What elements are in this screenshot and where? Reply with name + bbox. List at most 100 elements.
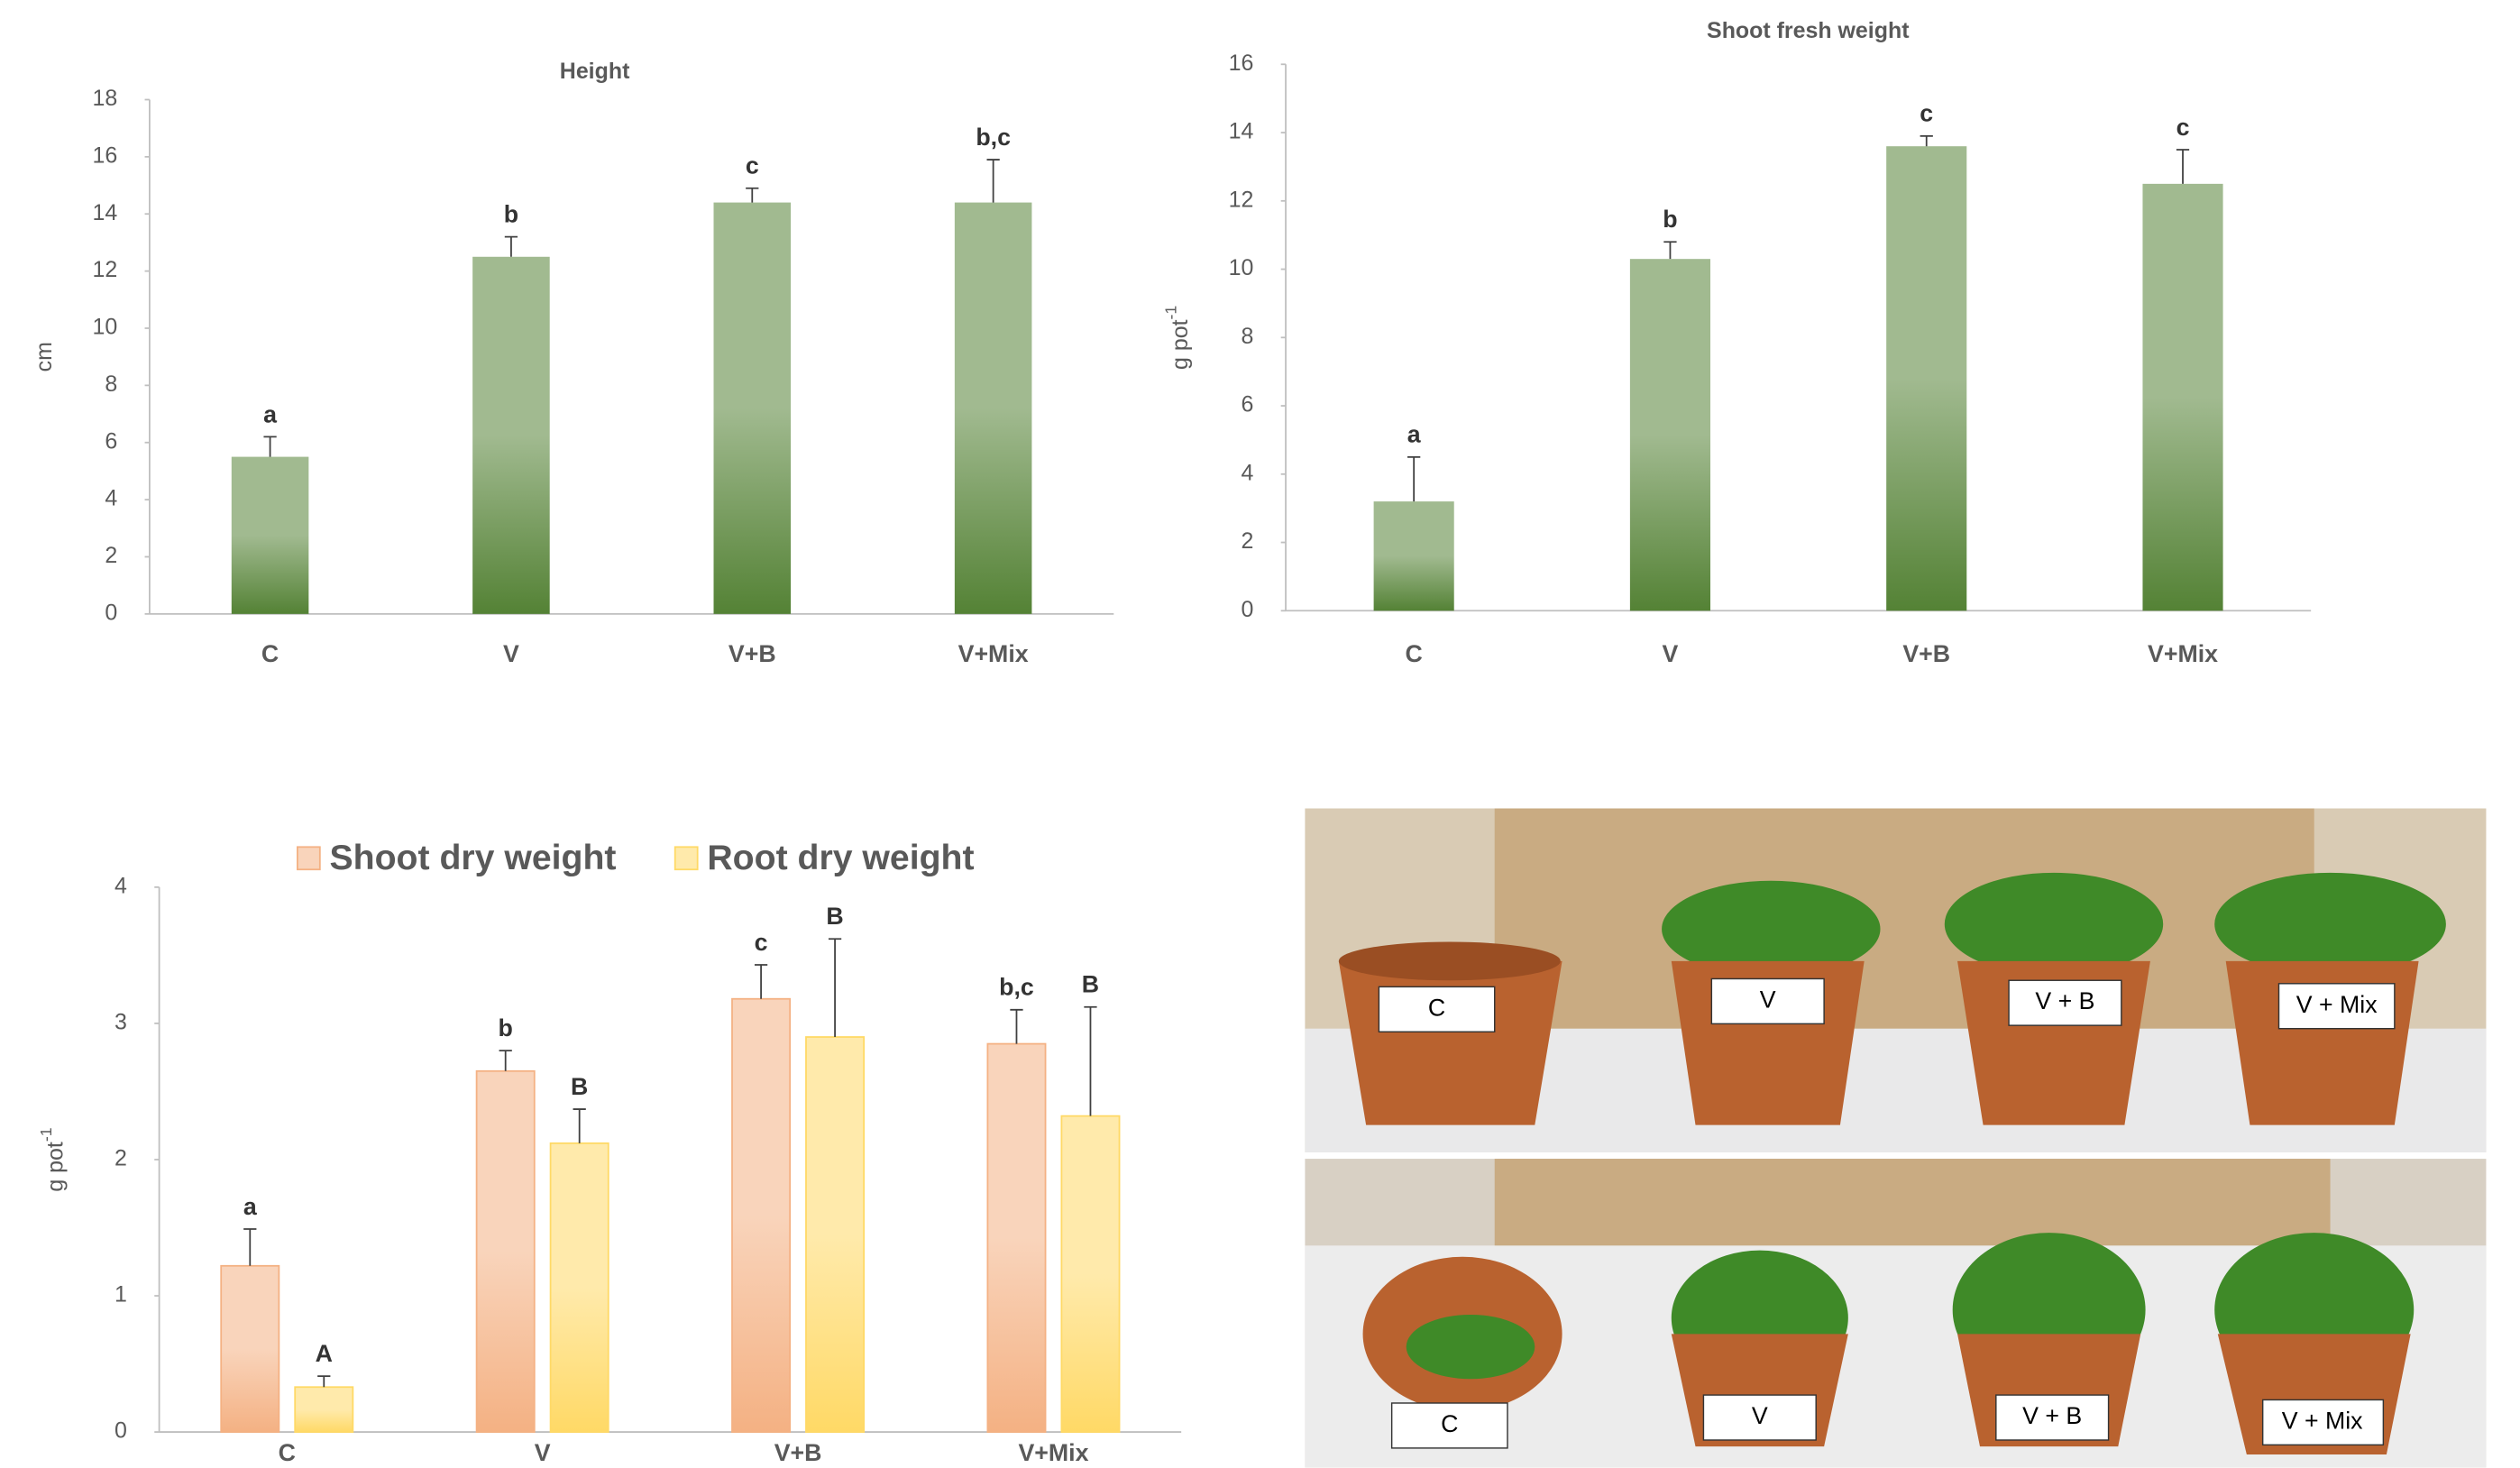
significance-letter: c xyxy=(746,152,759,179)
legend-label: Shoot dry weight xyxy=(330,839,617,877)
significance-letter: A xyxy=(316,1340,333,1367)
error-bar xyxy=(1084,1005,1097,1116)
y-tick-label: 16 xyxy=(92,142,117,168)
significance-letter: c xyxy=(2176,114,2190,141)
bar xyxy=(1060,1115,1121,1433)
y-tick-label: 12 xyxy=(92,257,117,282)
y-tick-label: 18 xyxy=(92,86,117,111)
bar xyxy=(294,1386,354,1433)
bar xyxy=(475,1069,536,1433)
y-axis-label: g pot-1 xyxy=(37,1127,69,1191)
error-bar xyxy=(1920,134,1933,147)
x-tick-label: V xyxy=(503,640,519,667)
y-tick-label: 0 xyxy=(1241,597,1253,622)
error-bar xyxy=(573,1108,586,1143)
y-tick-label: 8 xyxy=(105,372,117,397)
error-bar xyxy=(1663,241,1677,260)
error-bar xyxy=(504,235,518,257)
significance-letter: b xyxy=(504,200,518,227)
bar xyxy=(231,456,309,614)
significance-letter: a xyxy=(263,400,278,427)
y-axis-label: g pot-1 xyxy=(1161,306,1193,370)
x-tick-label: V+Mix xyxy=(958,640,1029,667)
photo-label: C xyxy=(1441,1410,1458,1437)
x-tick-label: V+B xyxy=(729,640,776,667)
photo-label: V xyxy=(1752,1402,1768,1429)
x-tick-label: V+B xyxy=(774,1439,822,1466)
x-tick-label: V xyxy=(1663,640,1679,667)
y-label-text: cm xyxy=(32,342,57,372)
error-bar xyxy=(1407,455,1421,502)
significance-letter: c xyxy=(1920,100,1933,127)
photo-label: V + B xyxy=(2035,987,2094,1014)
x-tick-label: V+Mix xyxy=(1018,1439,1088,1466)
bar xyxy=(549,1142,609,1433)
error-bar xyxy=(1010,1008,1023,1044)
y-label-sup: -1 xyxy=(1161,306,1179,320)
error-bar xyxy=(2176,149,2190,184)
significance-letter: a xyxy=(243,1193,258,1220)
error-bar xyxy=(754,964,768,999)
bar xyxy=(472,256,550,614)
error-bar xyxy=(499,1050,512,1071)
significance-letter: b xyxy=(1663,206,1677,233)
y-tick-label: 6 xyxy=(105,428,117,454)
y-label-text: g pot xyxy=(1168,319,1193,370)
photo-label: V + Mix xyxy=(2282,1407,2363,1434)
bar xyxy=(1629,259,1711,611)
significance-letter: B xyxy=(826,903,843,930)
photo-label: V xyxy=(1760,986,1776,1013)
photo-label: V + Mix xyxy=(2296,991,2378,1018)
y-tick-label: 1 xyxy=(115,1282,127,1307)
bar xyxy=(1886,146,1967,611)
y-label-text: g pot xyxy=(42,1142,68,1192)
significance-letter: a xyxy=(1407,421,1422,448)
y-tick-label: 4 xyxy=(105,486,117,511)
significance-letter: b,c xyxy=(976,124,1011,151)
y-tick-label: 4 xyxy=(115,873,127,898)
y-tick-label: 14 xyxy=(92,200,117,225)
error-bar xyxy=(986,159,1000,203)
legend-label: Root dry weight xyxy=(707,839,974,877)
x-tick-label: C xyxy=(279,1439,296,1466)
x-tick-label: V xyxy=(535,1439,551,1466)
y-tick-label: 0 xyxy=(115,1418,127,1444)
chart-title: Height xyxy=(560,59,630,84)
x-tick-label: C xyxy=(261,640,279,667)
y-tick-label: 3 xyxy=(115,1010,127,1035)
bar xyxy=(954,202,1032,614)
error-bar xyxy=(263,436,277,457)
error-bar xyxy=(828,938,842,1038)
bar xyxy=(713,202,792,614)
y-tick-label: 6 xyxy=(1241,392,1253,417)
significance-letter: b xyxy=(499,1014,513,1041)
bar xyxy=(1373,501,1454,611)
bar xyxy=(731,997,792,1433)
y-tick-label: 4 xyxy=(1241,460,1253,485)
photo-label: V + B xyxy=(2022,1402,2082,1429)
error-bar xyxy=(317,1375,331,1388)
bar xyxy=(2142,183,2223,611)
error-bar xyxy=(243,1228,257,1266)
y-tick-label: 2 xyxy=(115,1146,127,1171)
y-axis-label: cm xyxy=(32,342,57,372)
x-tick-label: V+Mix xyxy=(2148,640,2218,667)
chart-title: Shoot fresh weight xyxy=(1707,18,1909,43)
y-label-sup: -1 xyxy=(37,1127,55,1142)
legend-swatch xyxy=(674,846,699,871)
significance-letter: c xyxy=(755,929,768,956)
legend-swatch xyxy=(296,846,321,871)
y-tick-label: 12 xyxy=(1229,187,1254,212)
y-tick-label: 8 xyxy=(1241,324,1253,349)
error-bar xyxy=(746,187,759,203)
photo-panel xyxy=(1305,808,2487,1468)
significance-letter: B xyxy=(571,1073,588,1100)
photo-label: C xyxy=(1428,994,1445,1021)
y-tick-label: 10 xyxy=(92,315,117,340)
bar xyxy=(220,1264,280,1433)
y-tick-label: 10 xyxy=(1229,255,1254,280)
significance-letter: B xyxy=(1082,971,1099,998)
y-tick-label: 14 xyxy=(1229,119,1254,144)
significance-letter: b,c xyxy=(999,974,1034,1001)
bar xyxy=(805,1036,866,1433)
